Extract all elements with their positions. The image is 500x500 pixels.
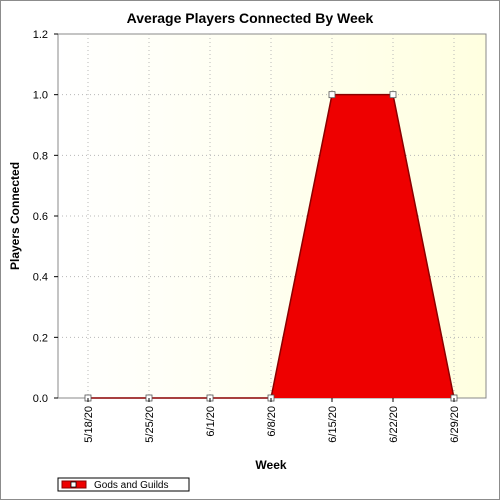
y-tick-label: 0.4 bbox=[33, 272, 48, 284]
y-axis-label: Players Connected bbox=[8, 162, 22, 270]
area-fill bbox=[88, 94, 454, 399]
legend-box bbox=[57, 477, 190, 492]
y-tick-label: 0.0 bbox=[33, 393, 48, 405]
x-tick-label: 6/8/20 bbox=[266, 406, 278, 437]
x-tick-label: 5/18/20 bbox=[83, 406, 95, 443]
legend: Gods and Guilds bbox=[57, 477, 190, 492]
y-tick-label: 0.6 bbox=[33, 211, 48, 223]
chart-title: Average Players Connected By Week bbox=[127, 10, 374, 26]
x-tick-label: 6/1/20 bbox=[205, 406, 217, 437]
x-tick-label: 5/25/20 bbox=[144, 406, 156, 443]
x-axis-label: Week bbox=[255, 458, 286, 472]
x-tick-label: 6/15/20 bbox=[327, 406, 339, 443]
legend-marker bbox=[70, 481, 77, 488]
y-tick-label: 0.2 bbox=[33, 332, 48, 344]
x-tick-label: 6/29/20 bbox=[449, 406, 461, 443]
x-axis-ticks: 5/18/20 5/25/20 6/1/20 6/8/20 6/15/20 6/22/20… bbox=[83, 398, 461, 443]
data-point-marker bbox=[389, 91, 397, 99]
x-tick-label: 6/22/20 bbox=[388, 406, 400, 443]
y-axis-ticks: 0.0 0.2 0.4 0.6 0.8 1.0 1.2 bbox=[33, 29, 58, 405]
legend-label: Gods and Guilds bbox=[94, 480, 169, 491]
data-point-marker bbox=[328, 91, 336, 99]
y-tick-label: 0.8 bbox=[33, 150, 48, 162]
y-tick-label: 1.2 bbox=[33, 29, 48, 41]
y-tick-label: 1.0 bbox=[33, 90, 48, 102]
